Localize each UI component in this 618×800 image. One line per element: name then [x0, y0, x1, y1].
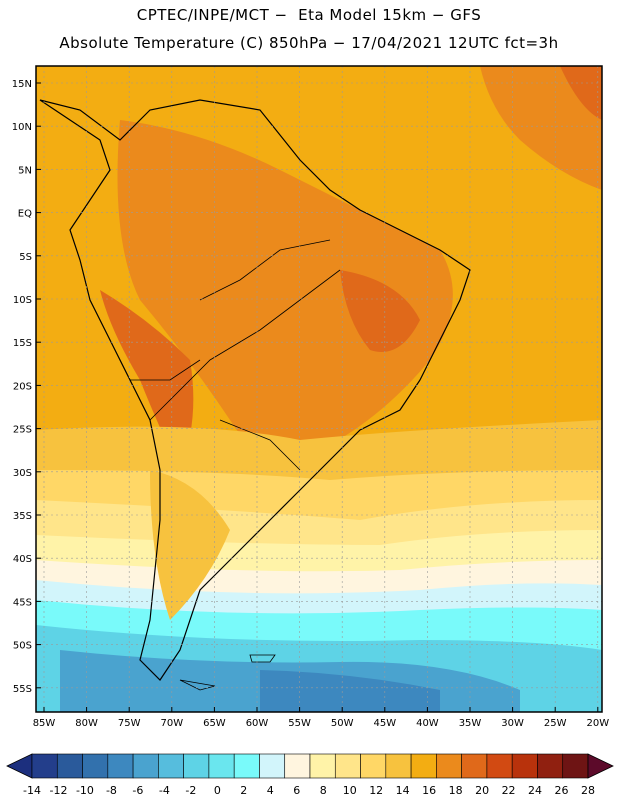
colorbar-label: 0 [214, 784, 221, 797]
band-minus8 [260, 670, 440, 712]
colorbar-swatch [259, 753, 286, 779]
lon-label: 65W [203, 718, 226, 729]
colorbar-swatch [436, 753, 462, 779]
colorbar-swatch [562, 753, 589, 779]
lat-label: 50S [13, 641, 32, 652]
lon-label: 35W [459, 718, 482, 729]
colorbar-swatch [56, 753, 83, 779]
colorbar-swatch [158, 753, 184, 779]
warm-region-northeast [480, 66, 602, 190]
lat-label: 45S [13, 597, 32, 608]
colorbar-label: 14 [396, 784, 410, 797]
colorbar-label: -12 [49, 784, 67, 797]
colorbar-label: -8 [106, 784, 117, 797]
colorbar-swatch [309, 753, 336, 779]
colorbar-swatch [183, 753, 210, 779]
graticule [36, 66, 602, 712]
colorbar-swatch [461, 753, 488, 779]
colorbar-swatch [132, 753, 159, 779]
lon-label: 70W [160, 718, 183, 729]
lon-label: 55W [288, 718, 311, 729]
colorbar-swatch [537, 753, 564, 779]
colorbar-swatch [334, 753, 361, 779]
warm-region-continent [117, 120, 453, 456]
lon-label: 50W [331, 718, 354, 729]
lat-label: EQ [18, 209, 32, 220]
colorbar-label: 4 [267, 784, 274, 797]
lon-label: 60W [246, 718, 269, 729]
colorbar-swatch [385, 753, 412, 779]
lon-label: 30W [501, 718, 524, 729]
colorbar-label: 22 [502, 784, 516, 797]
colorbar: -14 -12 -10 -8 -6 -4 -2 0 2 4 6 8 10 12 14 16 18 20 22 24 26… [6, 753, 614, 797]
lat-label: 15N [12, 79, 32, 90]
colorbar-label: -4 [159, 784, 170, 797]
lon-label: 25W [544, 718, 567, 729]
lon-label: 75W [118, 718, 141, 729]
lon-label: 85W [33, 718, 56, 729]
colorbar-swatch [208, 753, 235, 779]
colorbar-swatch [31, 753, 58, 779]
colorbar-label: 8 [320, 784, 327, 797]
lon-label: 20W [586, 718, 609, 729]
colorbar-label: 28 [581, 784, 595, 797]
colorbar-label: -14 [23, 784, 41, 797]
lon-label: 45W [373, 718, 396, 729]
colorbar-high-arrow [587, 753, 614, 779]
lat-label: 35S [13, 511, 32, 522]
colorbar-label: -10 [76, 784, 94, 797]
colorbar-label: 2 [240, 784, 247, 797]
colorbar-swatch [82, 753, 109, 779]
lat-label: 30S [13, 468, 32, 479]
map-frame [35, 65, 603, 713]
lat-label: 5N [18, 165, 32, 176]
colorbar-swatch [107, 753, 134, 779]
map-title-line-1: CPTEC/INPE/MCT − Eta Model 15km − GFS [136, 6, 482, 24]
lon-label: 80W [75, 718, 98, 729]
colorbar-label: -2 [185, 784, 196, 797]
colorbar-label: 18 [449, 784, 463, 797]
longitude-labels: 85W 80W 75W 70W 65W 60W 55W 50W 45W 40W 35W 30W 25W 2… [33, 718, 610, 729]
country-border-1 [149, 269, 341, 421]
country-border-4 [130, 359, 201, 381]
latitude-labels: 15N 10N 5N EQ 5S 10S 15S 20S 25S 30S 35S 40S 45S 50S 5… [12, 79, 32, 695]
colorbar-label: 24 [528, 784, 542, 797]
colorbar-label: 10 [343, 784, 357, 797]
country-border-2 [199, 239, 331, 301]
lat-label: 55S [13, 684, 32, 695]
map-title-line-2: Absolute Temperature (C) 850hPa − 17/04/… [59, 34, 559, 52]
colorbar-label: -6 [132, 784, 143, 797]
colorbar-label: 12 [369, 784, 383, 797]
colorbar-label: 26 [555, 784, 569, 797]
colorbar-swatch [410, 753, 437, 779]
country-border-3 [219, 419, 301, 471]
lat-label: 10N [12, 122, 32, 133]
lon-label: 40W [416, 718, 439, 729]
lat-label: 20S [13, 381, 32, 392]
colorbar-label: 20 [475, 784, 489, 797]
lat-label: 5S [19, 252, 32, 263]
warm-region-patagonia [150, 470, 230, 620]
temperature-field [36, 66, 602, 712]
lat-label: 25S [13, 425, 32, 436]
colorbar-swatch [360, 753, 387, 779]
south-america-coastline [39, 99, 471, 681]
colorbar-swatch [486, 753, 513, 779]
colorbar-label: 16 [422, 784, 436, 797]
colorbar-low-arrow [6, 753, 33, 779]
colorbar-swatch [284, 753, 311, 779]
lat-label: 15S [13, 338, 32, 349]
falkland-islands [249, 654, 276, 663]
colorbar-swatch [233, 753, 260, 779]
lat-label: 40S [13, 554, 32, 565]
hot-region-central-brazil [340, 270, 420, 352]
colorbar-swatch [511, 753, 538, 779]
colorbar-label: 6 [293, 784, 300, 797]
hot-region-northeast [560, 66, 602, 120]
lat-label: 10S [13, 295, 32, 306]
